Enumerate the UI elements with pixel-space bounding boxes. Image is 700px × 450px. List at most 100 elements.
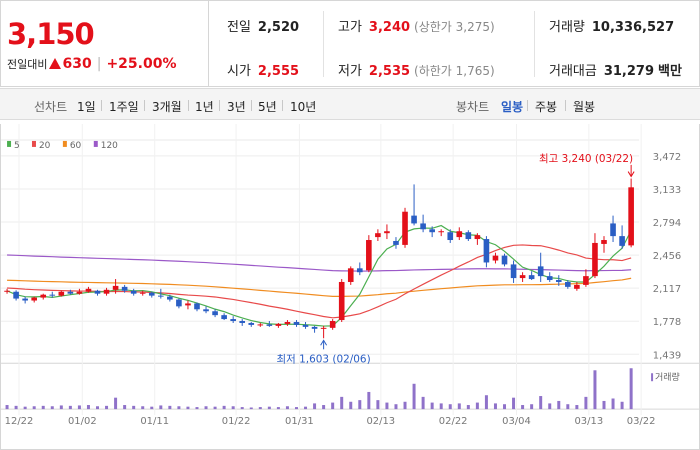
volume-bar [231, 406, 235, 410]
candle-body [121, 286, 128, 291]
volume-bar [503, 404, 507, 410]
period-3m[interactable]: 3개월 [152, 100, 182, 114]
line-chart-label: 선차트 [34, 100, 68, 114]
current-price: 3,150 [7, 17, 95, 51]
volume-bar [340, 396, 344, 410]
candle-body [429, 229, 435, 233]
period-1d[interactable]: 1일 [77, 100, 96, 114]
period-1w[interactable]: 1주일 [109, 100, 139, 114]
candle-body [221, 315, 227, 320]
volume-bar [168, 405, 172, 410]
volume-bar [267, 406, 271, 410]
divider [323, 11, 324, 77]
volume-legend-swatch [651, 373, 654, 382]
candle-body [483, 239, 490, 263]
volume-bar [602, 400, 606, 410]
volume-bar [512, 397, 516, 410]
candle-body [402, 211, 408, 245]
candle-body [103, 289, 110, 294]
volume-bar [593, 370, 597, 410]
low-label: 저가 [338, 64, 362, 79]
open-value: 2,555 [257, 64, 300, 79]
low-stat: 저가 2,535 (하한가 1,765) [338, 60, 495, 79]
price-change: 전일대비 630 | +25.00% [7, 56, 176, 72]
candle-daily[interactable]: 일봉 [501, 100, 524, 114]
x-tick-label: 01/22 [222, 416, 251, 427]
volume-bar [258, 407, 262, 410]
volume-bar [475, 402, 479, 410]
volume-stat: 거래량 10,336,527 [549, 16, 674, 35]
legend-label: 120 [101, 141, 118, 151]
candle-body [320, 327, 327, 329]
amount-label: 거래대금 [549, 64, 597, 79]
candle-body [592, 242, 598, 277]
price-box: 3,150 전일대비 630 | +25.00% [1, 1, 209, 86]
candle-body [212, 311, 218, 316]
candle-body [456, 231, 463, 238]
volume-bar [68, 405, 72, 410]
volume-bar [96, 406, 99, 410]
up-arrow-icon [49, 58, 62, 69]
candle-body [574, 284, 580, 289]
open-label: 시가 [227, 64, 251, 79]
x-tick-label: 03/13 [574, 416, 603, 427]
candle-body [601, 240, 607, 244]
legend-swatch [7, 140, 12, 147]
candle-body [176, 299, 182, 307]
volume-bar [304, 406, 308, 410]
volume-bar [186, 406, 190, 410]
volume-bar [412, 383, 416, 410]
candle-body [275, 323, 282, 326]
candle-body [293, 321, 300, 325]
volume-bar [150, 406, 154, 410]
volume-bar [5, 405, 9, 410]
y-tick-label: 3,472 [653, 152, 682, 163]
volume-bar [394, 404, 398, 410]
candle-body [546, 276, 553, 281]
volume-bar [539, 396, 543, 410]
divider [282, 100, 283, 111]
low-value: 2,535 [368, 64, 411, 79]
candle-body [366, 240, 372, 271]
candle-body [375, 233, 381, 238]
period-5y[interactable]: 5년 [258, 100, 277, 114]
candle-body [384, 231, 390, 234]
volume-bar [240, 407, 244, 410]
legend-label: 60 [70, 141, 82, 151]
volume-bar [358, 400, 362, 410]
volume-bar [313, 403, 317, 410]
period-1y[interactable]: 1년 [195, 100, 214, 114]
period-3y[interactable]: 3년 [227, 100, 246, 114]
volume-bar [620, 401, 624, 410]
candle-body [58, 291, 65, 296]
high-label: 고가 [338, 20, 362, 35]
candle-body [610, 223, 616, 237]
x-tick-label: 12/22 [5, 416, 34, 427]
divider [219, 100, 220, 111]
candle-body [49, 294, 56, 296]
candle-body [40, 294, 47, 298]
volume-bar [629, 368, 633, 410]
candle-body [139, 292, 146, 294]
candle-weekly[interactable]: 주봉 [535, 100, 558, 114]
candle-body [85, 288, 92, 292]
candle-body [356, 268, 363, 273]
divider [527, 100, 528, 111]
volume-bar [132, 405, 136, 410]
candle-body [583, 276, 589, 285]
divider [144, 100, 145, 111]
candle-body [519, 275, 526, 279]
volume-bar [530, 404, 534, 410]
volume-bar [222, 405, 226, 410]
x-tick-label: 02/22 [439, 416, 468, 427]
candle-body [302, 324, 309, 327]
candle-body [329, 321, 336, 328]
candle-body [13, 291, 19, 299]
candle-monthly[interactable]: 월봉 [573, 100, 596, 114]
volume-bar [430, 402, 434, 410]
period-10y[interactable]: 10년 [290, 100, 317, 114]
ma120-line [7, 254, 632, 272]
y-tick-label: 2,117 [653, 284, 682, 295]
candle-body [555, 280, 562, 282]
candle-body [158, 295, 164, 297]
